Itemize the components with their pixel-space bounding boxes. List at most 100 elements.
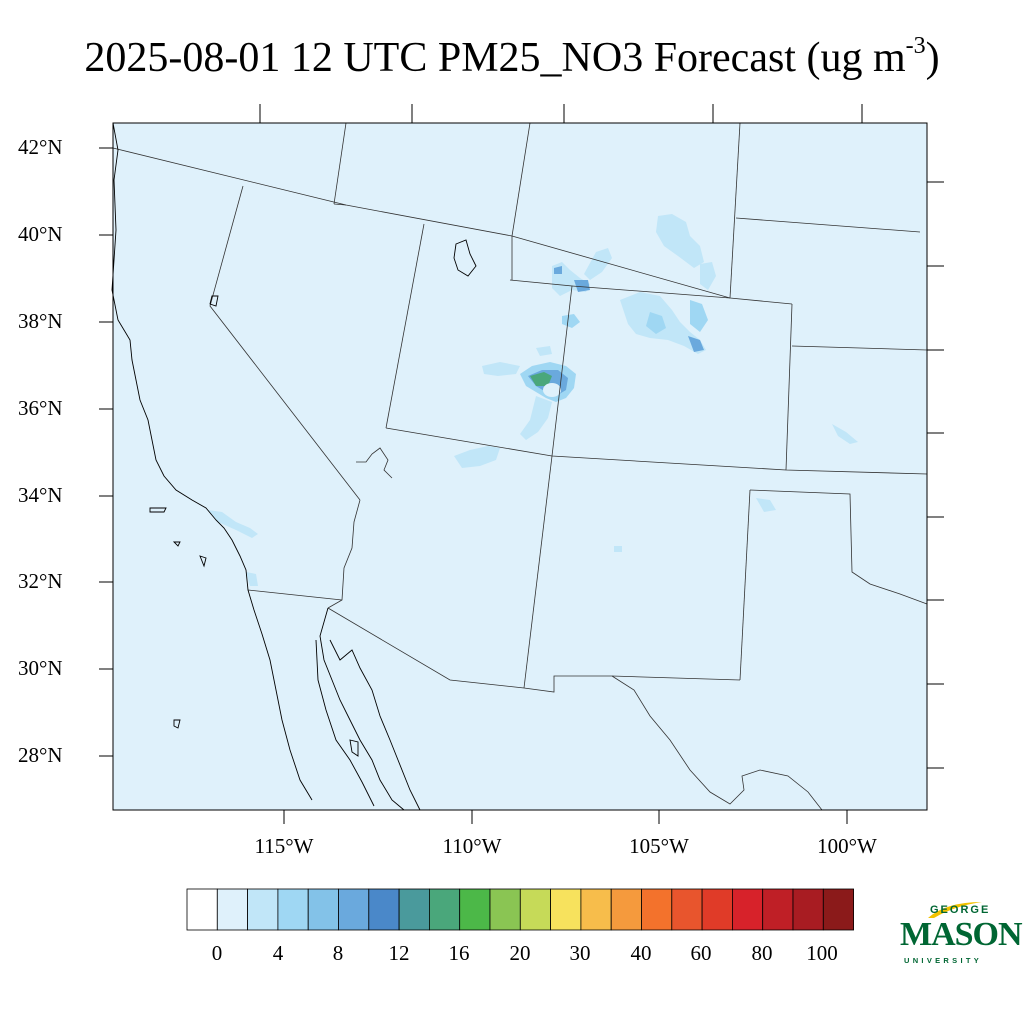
colorbar-label: 12 xyxy=(388,941,410,965)
boundary-california-nevada xyxy=(209,185,361,501)
patch-nm-dot xyxy=(614,546,622,552)
colorbar-cell xyxy=(277,888,309,931)
lon-label-115: 115°W xyxy=(254,834,314,858)
colorbar-label: 100 xyxy=(806,941,838,965)
patch-baja xyxy=(246,572,258,586)
patch-california-south xyxy=(208,510,258,538)
patch-arizona-north xyxy=(454,446,500,468)
boundary-az-nm xyxy=(523,455,553,689)
colorbar-cell xyxy=(216,888,249,931)
map-background xyxy=(113,123,927,810)
baja-island xyxy=(173,719,181,729)
lon-label-100: 100°W xyxy=(817,834,877,858)
colorbar-cell xyxy=(550,888,582,931)
lat-label-38: 38°N xyxy=(18,309,63,333)
patch-colorado-southeast xyxy=(688,336,704,352)
lat-label-28: 28°N xyxy=(18,743,63,767)
tiburon-island xyxy=(349,739,359,757)
lat-label-40: 40°N xyxy=(18,222,63,246)
lat-label-42: 42°N xyxy=(18,135,63,159)
lon-label-105: 105°W xyxy=(629,834,689,858)
patch-colorado-north xyxy=(656,214,704,268)
colorbar xyxy=(186,888,854,931)
colorbar-cell xyxy=(338,888,370,931)
lon-label-110: 110°W xyxy=(442,834,502,858)
patch-utah-dark-point xyxy=(554,266,562,274)
colorbar-cell xyxy=(307,888,339,931)
colorbar-label: 8 xyxy=(332,941,344,965)
coast-gulf-of-california xyxy=(319,607,405,811)
axis-ticks xyxy=(99,104,944,824)
boundary-lake-mead xyxy=(356,447,393,479)
colorbar-label: 60 xyxy=(690,941,712,965)
boundaries xyxy=(112,122,928,811)
boundary-wyoming-east xyxy=(729,122,741,299)
title-superscript: -3 xyxy=(905,33,926,59)
channel-island-3 xyxy=(199,555,207,568)
patch-colorado-east xyxy=(700,262,716,290)
colorbar-cell xyxy=(428,888,461,931)
lat-label-34: 34°N xyxy=(18,483,63,507)
lat-label-30: 30°N xyxy=(18,656,63,680)
patch-utah-middle xyxy=(562,314,580,328)
boundary-nebraska-kansas xyxy=(791,345,928,351)
boundary-colorado-east xyxy=(785,303,793,471)
lat-label-32: 32°N xyxy=(18,569,63,593)
colorbar-cell xyxy=(459,888,491,931)
boundary-colorado-river xyxy=(327,499,361,609)
colorbar-cell xyxy=(247,888,279,931)
colorbar-label: 4 xyxy=(272,941,284,965)
boundary-wyoming-west xyxy=(511,122,531,280)
patch-colorado-south xyxy=(690,300,708,332)
boundary-nm-tx-north xyxy=(739,489,751,681)
lat-label-36: 36°N xyxy=(18,396,63,420)
colorbar-cell xyxy=(792,888,824,931)
colorbar-cell xyxy=(610,888,642,931)
patch-utah-small xyxy=(536,346,552,356)
colorbar-cell xyxy=(519,888,551,931)
logo-university: UNIVERSITY xyxy=(904,956,983,965)
boundary-colorado-north xyxy=(571,285,731,299)
colorbar-cell xyxy=(701,888,733,931)
coast-california xyxy=(111,122,313,801)
patch-utah-northeast xyxy=(584,248,612,280)
boundary-ok-panhandle xyxy=(749,489,928,605)
boundary-nevada-utah xyxy=(385,223,425,429)
colorbar-label: 16 xyxy=(448,941,470,965)
colorbar-label: 40 xyxy=(630,941,652,965)
patch-oklahoma xyxy=(756,498,776,512)
patch-colorado-central-dark xyxy=(646,312,666,334)
colorbar-label: 80 xyxy=(751,941,773,965)
boundary-four-corners-line xyxy=(385,427,928,475)
channel-island-1 xyxy=(149,507,167,513)
title-close: ) xyxy=(925,35,940,81)
boundary-sd-ne xyxy=(735,217,921,233)
logo-swoosh-icon xyxy=(928,902,982,918)
lake-tahoe xyxy=(209,295,219,307)
map-frame xyxy=(112,122,928,811)
colorbar-label: 0 xyxy=(211,941,223,965)
boundary-idaho-wyoming xyxy=(333,122,347,205)
colorbar-cell xyxy=(762,888,794,931)
colorbar-cell xyxy=(186,888,218,931)
colorbar-cell xyxy=(580,888,612,931)
patch-kansas xyxy=(832,424,858,444)
colorbar-cell xyxy=(822,888,854,931)
colorbar-cell xyxy=(368,888,400,931)
coast-mainland-mexico xyxy=(329,639,421,811)
title-main: 2025-08-01 12 UTC PM25_NO3 Forecast (ug … xyxy=(84,35,906,81)
gmu-logo: GEORGE MASON UNIVERSITY xyxy=(896,900,1023,970)
colorbar-label: 20 xyxy=(509,941,531,965)
channel-island-2 xyxy=(172,541,181,547)
logo-george: GEORGE xyxy=(930,904,991,916)
patch-utah-south xyxy=(482,362,520,376)
patch-fourcorners-tail xyxy=(520,396,552,440)
coastline xyxy=(111,122,477,811)
colorbar-cell xyxy=(641,888,673,931)
great-salt-lake xyxy=(453,239,477,277)
colorbar-cell xyxy=(671,888,703,931)
boundary-nevada-east xyxy=(333,203,347,206)
patch-fourcorners-green xyxy=(530,372,552,386)
map-title: 2025-08-01 12 UTC PM25_NO3 Forecast (ug … xyxy=(0,30,1024,92)
